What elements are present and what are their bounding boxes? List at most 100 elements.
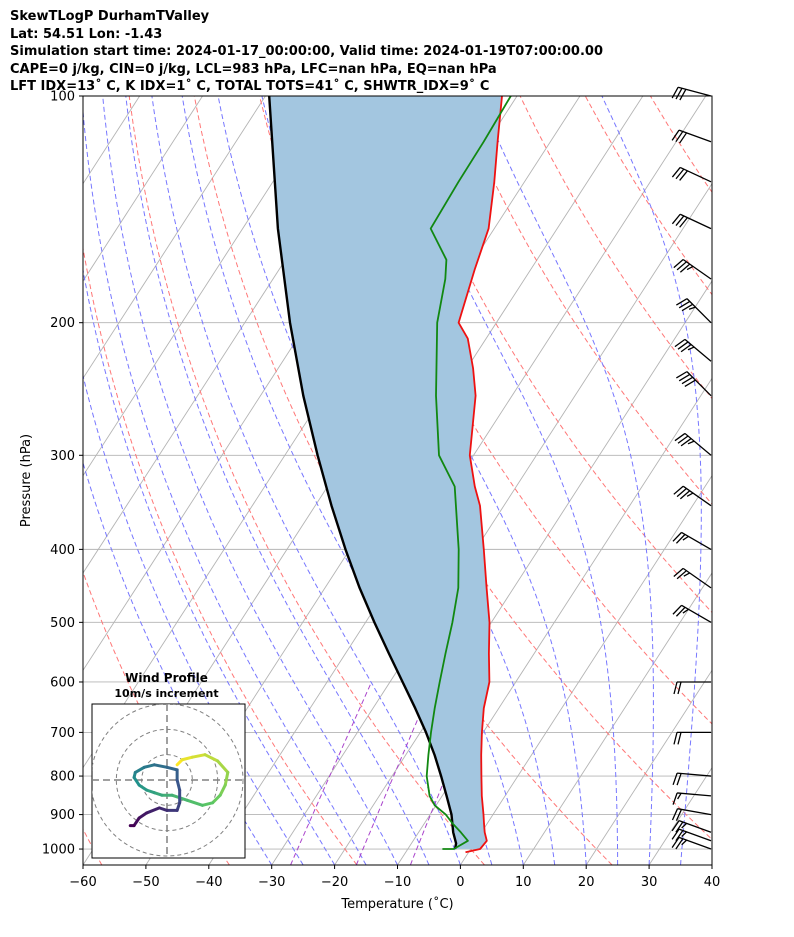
hodograph: Wind Profile 10m/s increment: [91, 671, 246, 859]
isotherm-line: [0, 96, 77, 865]
x-tick-label: −40: [195, 875, 222, 890]
dry-adiabat-line: [83, 827, 103, 865]
axes: −60 −50 −40 −30 −20 −10 0 10 20 30 40 1000 900 800 700…: [19, 90, 720, 913]
y-tick-label: 700: [50, 726, 75, 741]
moist-adiabat-line: [125, 96, 430, 865]
hodograph-subtitle: 10m/s increment: [114, 687, 218, 700]
hodograph-segment: [152, 763, 169, 769]
wind-barb: [672, 772, 712, 786]
hodograph-segment: [190, 753, 207, 759]
y-tick-label: 500: [50, 616, 75, 631]
mixing-ratio-line: [290, 681, 372, 865]
mixing-ratio-line: [355, 681, 435, 865]
hodograph-segment: [185, 798, 204, 807]
dry-adiabat-line: [83, 245, 358, 865]
wind-barb: [671, 86, 712, 101]
hodograph-ring: [92, 704, 244, 857]
x-axis-label: Temperature (˚C): [340, 896, 453, 912]
hodograph-segment: [132, 816, 141, 828]
indices-text-2: LFT IDX=13˚ C, K IDX=1˚ C, TOTAL TOTS=41…: [10, 79, 490, 95]
dry-adiabat-line: [454, 96, 712, 505]
wind-barb: [673, 731, 711, 745]
dry-adiabat-line: [83, 570, 230, 865]
temperature-line: [457, 96, 503, 854]
wind-barb: [671, 166, 712, 183]
isotherm-line: [648, 766, 712, 865]
isotherm-line: [83, 96, 329, 477]
hodograph-segment: [137, 783, 149, 792]
hodograph-segment: [132, 775, 141, 787]
x-tick-label: 10: [515, 875, 532, 890]
wind-barb: [673, 485, 712, 507]
wind-barb: [671, 808, 712, 821]
x-tick-label: 0: [456, 875, 464, 890]
wind-barb: [671, 828, 712, 842]
dry-adiabat-line: [128, 96, 485, 865]
wind-barb: [672, 531, 712, 550]
wind-barb: [674, 432, 712, 456]
x-tick-label: −20: [321, 875, 348, 890]
dry-adiabat-line: [649, 96, 712, 193]
isotherm-line: [271, 182, 712, 865]
hodograph-title: Wind Profile: [125, 671, 208, 685]
title-block: SkewTLogP DurhamTValley Lat: 54.51 Lon: …: [10, 8, 603, 96]
hodograph-segment: [145, 806, 161, 815]
x-tick-label: 20: [578, 875, 595, 890]
y-tick-label: 200: [50, 316, 75, 331]
y-tick-label: 100: [50, 90, 75, 105]
hodograph-segment: [175, 778, 182, 792]
location-text: Lat: 54.51 Lon: -1.43: [10, 26, 163, 42]
y-tick-label: 900: [50, 808, 75, 823]
profiles: [268, 96, 512, 854]
isotherm-line: [711, 864, 712, 865]
x-tick-label: −30: [258, 875, 285, 890]
wind-barb: [674, 338, 712, 362]
wind-barb: [673, 681, 711, 695]
moist-adiabat-line: [83, 105, 367, 865]
indices-text-1: CAPE=0 j/kg, CIN=0 j/kg, LCL=983 hPa, LF…: [10, 61, 497, 77]
chart-title: SkewTLogP DurhamTValley: [10, 9, 210, 24]
wind-barb: [671, 129, 712, 144]
moist-adiabat-line: [601, 96, 702, 865]
hodograph-segment: [216, 759, 230, 774]
hodograph-segment: [180, 755, 194, 762]
hodograph-segment: [218, 783, 227, 797]
y-tick-label: 300: [50, 449, 75, 464]
moist-adiabat-line: [711, 860, 712, 865]
hodograph-segment: [223, 770, 230, 787]
wind-barb: [671, 836, 712, 850]
isotherm-line: [522, 572, 712, 865]
hodograph-segment: [200, 801, 215, 807]
x-tick-label: −60: [69, 875, 96, 890]
x-tick-label: −50: [132, 875, 159, 890]
hodograph-segment: [211, 793, 222, 805]
wind-barb: [671, 820, 712, 833]
wind-barb: [673, 567, 712, 589]
hodograph-segment: [165, 765, 179, 772]
moist-adiabat-line: [151, 96, 461, 865]
x-tick-label: 40: [704, 875, 721, 890]
wind-barbs: [671, 86, 712, 850]
y-tick-label: 400: [50, 543, 75, 558]
wind-barb: [671, 213, 712, 230]
moist-adiabat-line: [83, 461, 273, 865]
dewpoint-line: [425, 96, 512, 850]
isotherm-line: [460, 474, 712, 865]
isotherm-line: [334, 280, 712, 865]
parcel-line: [268, 96, 458, 850]
wind-barb: [676, 298, 712, 324]
hodograph-segment: [142, 763, 156, 769]
cin-shaded-region: [269, 96, 502, 849]
dry-adiabat-line: [519, 96, 712, 400]
hodograph-segment: [203, 753, 220, 763]
wind-barb: [672, 792, 712, 805]
x-tick-label: 30: [641, 875, 658, 890]
y-tick-label: 1000: [42, 843, 75, 858]
dry-adiabat-line: [389, 96, 712, 614]
x-tick-label: −10: [384, 875, 411, 890]
hodograph-segment: [137, 811, 149, 820]
isotherm-line: [0, 96, 14, 865]
isotherm-line: [585, 669, 712, 865]
y-axis-label: Pressure (hPa): [19, 434, 34, 527]
